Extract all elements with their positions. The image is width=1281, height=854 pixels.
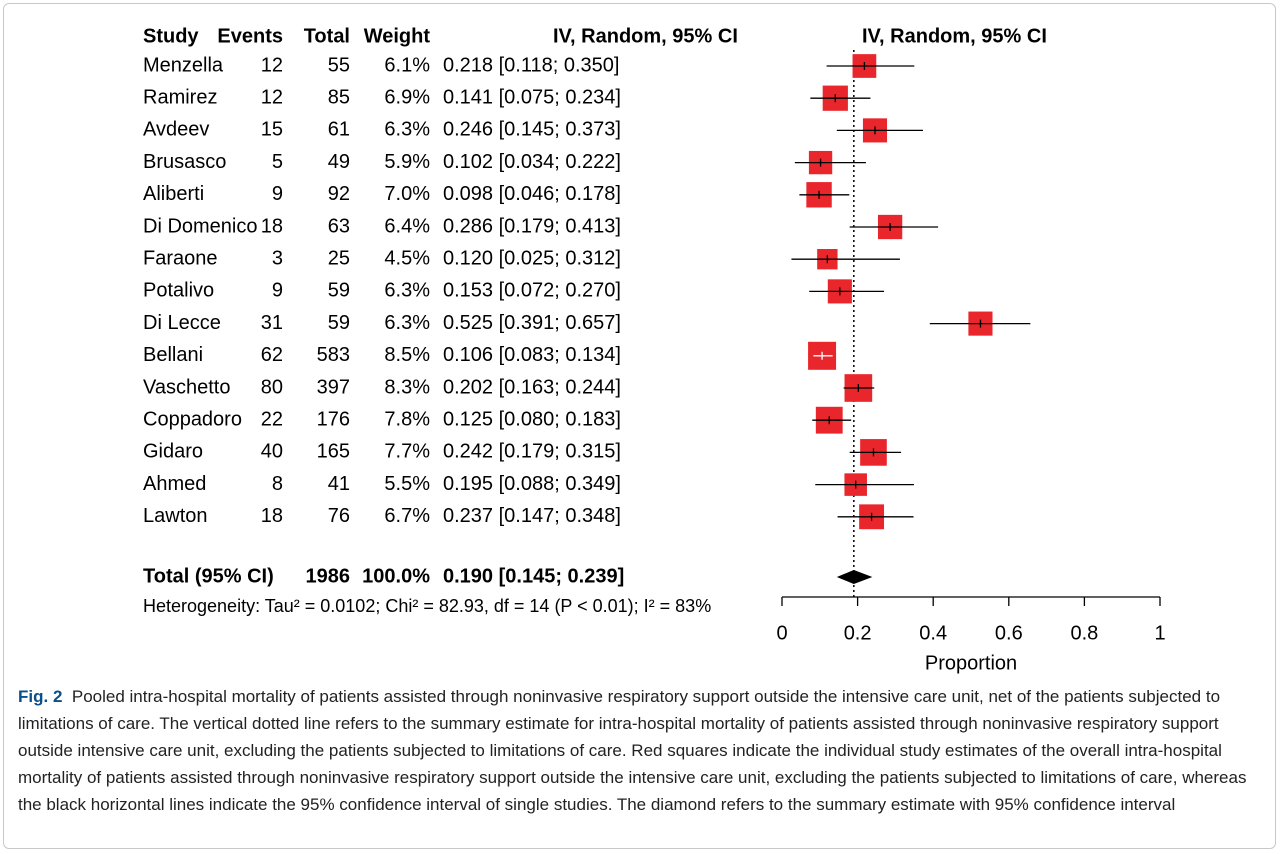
column-header: IV, Random, 95% CI [553, 25, 738, 47]
events: 18 [261, 505, 283, 527]
total: 176 [317, 408, 350, 430]
total: 397 [317, 376, 350, 398]
events: 18 [261, 215, 283, 237]
x-tick-label: 0 [776, 622, 787, 644]
column-header: Events [217, 25, 283, 47]
weight: 6.3% [384, 280, 430, 302]
x-tick-label: 0.8 [1070, 622, 1098, 644]
total-ci: 0.190 [0.145; 0.239] [443, 565, 624, 587]
events: 9 [272, 280, 283, 302]
weight: 6.3% [384, 312, 430, 334]
events: 22 [261, 408, 283, 430]
study-name: Avdeev [143, 119, 209, 141]
total: 63 [328, 215, 350, 237]
total: 59 [328, 312, 350, 334]
total: 583 [317, 344, 350, 366]
ci-label: 0.153 [0.072; 0.270] [443, 280, 621, 302]
events: 3 [272, 247, 283, 269]
plot-header: IV, Random, 95% CI [862, 25, 1047, 47]
ci-label: 0.120 [0.025; 0.312] [443, 247, 621, 269]
weight: 8.5% [384, 344, 430, 366]
ci-label: 0.125 [0.080; 0.183] [443, 408, 621, 430]
ci-label: 0.098 [0.046; 0.178] [443, 183, 621, 205]
events: 31 [261, 312, 283, 334]
events: 80 [261, 376, 283, 398]
total: 41 [328, 473, 350, 495]
column-header: Study [143, 25, 199, 47]
study-name: Menzella [143, 54, 224, 76]
ci-label: 0.525 [0.391; 0.657] [443, 312, 621, 334]
total: 49 [328, 151, 350, 173]
weight: 5.5% [384, 473, 430, 495]
study-name: Lawton [143, 505, 208, 527]
events: 12 [261, 54, 283, 76]
x-axis-label: Proportion [925, 652, 1017, 674]
x-tick-label: 1 [1154, 622, 1165, 644]
study-name: Coppadoro [143, 408, 242, 430]
ci-label: 0.218 [0.118; 0.350] [443, 54, 619, 76]
ci-label: 0.242 [0.179; 0.315] [443, 441, 621, 463]
total-n: 1986 [306, 565, 351, 587]
heterogeneity: Heterogeneity: Tau² = 0.0102; Chi² = 82.… [143, 596, 711, 616]
x-tick-label: 0.4 [919, 622, 947, 644]
total-label: Total (95% CI) [143, 565, 274, 587]
study-name: Di Lecce [143, 312, 221, 334]
weight: 6.1% [384, 54, 430, 76]
study-name: Faraone [143, 247, 218, 269]
study-name: Vaschetto [143, 376, 230, 398]
events: 40 [261, 441, 283, 463]
weight: 7.8% [384, 408, 430, 430]
total: 85 [328, 86, 350, 108]
ci-label: 0.237 [0.147; 0.348] [443, 505, 621, 527]
weight: 6.7% [384, 505, 430, 527]
column-header: Weight [364, 25, 431, 47]
study-name: Ramirez [143, 86, 217, 108]
weight: 6.3% [384, 119, 430, 141]
events: 12 [261, 86, 283, 108]
summary-diamond [836, 570, 873, 584]
caption-label: Fig. 2 [18, 687, 63, 706]
study-name: Bellani [143, 344, 203, 366]
study-name: Gidaro [143, 441, 203, 463]
study-name: Aliberti [143, 183, 204, 205]
total: 76 [328, 505, 350, 527]
ci-label: 0.106 [0.083; 0.134] [443, 344, 621, 366]
weight: 8.3% [384, 376, 430, 398]
forest-plot: Study Events Total Weight IV, Random, 95% CI… [143, 25, 1166, 674]
weight: 7.7% [384, 441, 430, 463]
study-name: Potalivo [143, 280, 214, 302]
x-tick-label: 0.6 [995, 622, 1023, 644]
weight: 6.9% [384, 86, 430, 108]
figure-frame [3, 3, 1276, 849]
caption-text: Pooled intra-hospital mortality of patie… [18, 687, 1247, 814]
ci-label: 0.286 [0.179; 0.413] [443, 215, 621, 237]
weight: 5.9% [384, 151, 430, 173]
events: 5 [272, 151, 283, 173]
total: 55 [328, 54, 350, 76]
total: 25 [328, 247, 350, 269]
caption: Fig. 2 Pooled intra-hospital mortality o… [18, 683, 1263, 818]
ci-label: 0.141 [0.075; 0.234] [443, 86, 621, 108]
column-header: Total [304, 25, 350, 47]
events: 62 [261, 344, 283, 366]
total-weight: 100.0% [362, 565, 430, 587]
events: 15 [261, 119, 283, 141]
weight: 7.0% [384, 183, 430, 205]
total: 59 [328, 280, 350, 302]
x-tick-label: 0.2 [844, 622, 872, 644]
study-name: Di Domenico [143, 215, 257, 237]
ci-label: 0.202 [0.163; 0.244] [443, 376, 621, 398]
study-name: Brusasco [143, 151, 226, 173]
study-name: Ahmed [143, 473, 206, 495]
events: 8 [272, 473, 283, 495]
ci-label: 0.102 [0.034; 0.222] [443, 151, 621, 173]
ci-label: 0.195 [0.088; 0.349] [443, 473, 621, 495]
total: 61 [328, 119, 350, 141]
events: 9 [272, 183, 283, 205]
weight: 4.5% [384, 247, 430, 269]
total: 165 [317, 441, 350, 463]
total: 92 [328, 183, 350, 205]
weight: 6.4% [384, 215, 430, 237]
ci-label: 0.246 [0.145; 0.373] [443, 119, 621, 141]
